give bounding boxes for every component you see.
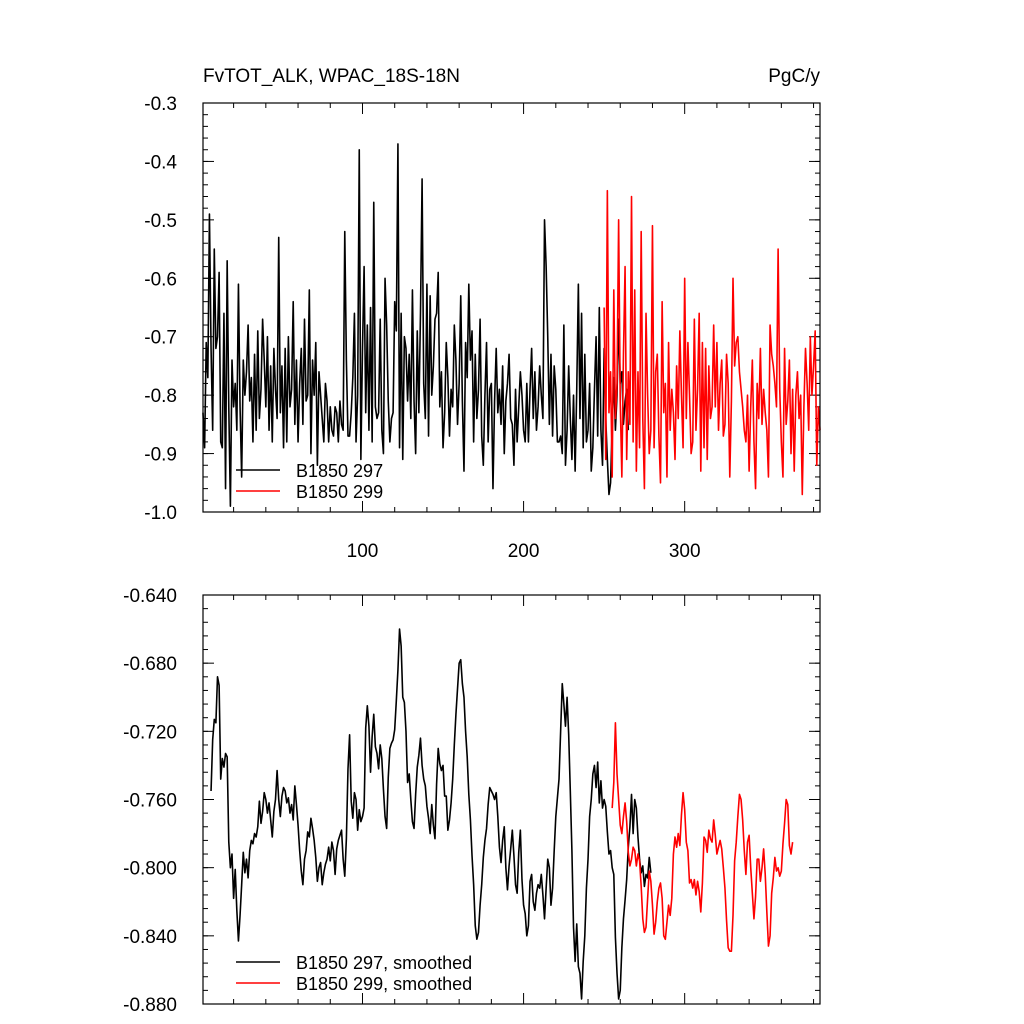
y-tick-label: -0.9 (144, 445, 177, 466)
y-tick-label: -0.3 (144, 94, 177, 115)
y-tick-label: -0.4 (144, 152, 177, 173)
top-panel: FvTOT_ALK, WPAC_18S-18N PgC/y -0.3-0.4-0… (144, 66, 821, 562)
chart-title: FvTOT_ALK, WPAC_18S-18N (203, 66, 460, 87)
y-tick-label: -0.680 (123, 654, 177, 675)
bottom-panel: -0.640 -0.680 -0.720 -0.760 -0.800 -0.840 -0.8… (123, 586, 821, 1016)
y-tick-label: -0.8 (144, 386, 177, 407)
top-panel-series (202, 143, 821, 507)
legend-label: B1850 299 (296, 482, 383, 502)
bottom-panel-series (210, 628, 794, 1000)
bottom-panel-ticks: -0.640 -0.680 -0.720 -0.760 -0.800 -0.840 -0.8… (123, 586, 820, 1016)
y-tick-label: -0.880 (123, 995, 177, 1016)
top-panel-frame (202, 102, 821, 513)
units-label: PgC/y (768, 66, 820, 87)
series-line (210, 628, 652, 1000)
legend-label: B1850 299, smoothed (296, 974, 472, 994)
y-tick-label: -0.6 (144, 269, 177, 290)
x-tick-label: 200 (508, 541, 540, 562)
series-line (611, 722, 794, 952)
series-line (202, 143, 630, 507)
bottom-panel-frame (202, 594, 821, 1005)
top-panel-ticks: -0.3 -0.4 -0.5 -0.6 -0.7 -0.8 -0.9 -1.0 100 200 30… (144, 94, 820, 562)
y-tick-label: -0.5 (144, 211, 177, 232)
x-tick-label: 100 (347, 541, 379, 562)
y-tick-label: -0.640 (123, 586, 177, 607)
legend-label: B1850 297 (296, 461, 383, 481)
y-tick-label: -0.7 (144, 328, 177, 349)
y-tick-label: -1.0 (144, 503, 177, 524)
y-tick-label: -0.720 (123, 722, 177, 743)
legend-label: B1850 297, smoothed (296, 953, 472, 973)
x-tick-label: 300 (669, 541, 701, 562)
y-tick-label: -0.840 (123, 927, 177, 948)
series-line (603, 189, 821, 496)
y-tick-label: -0.760 (123, 791, 177, 812)
y-tick-label: -0.800 (123, 859, 177, 880)
